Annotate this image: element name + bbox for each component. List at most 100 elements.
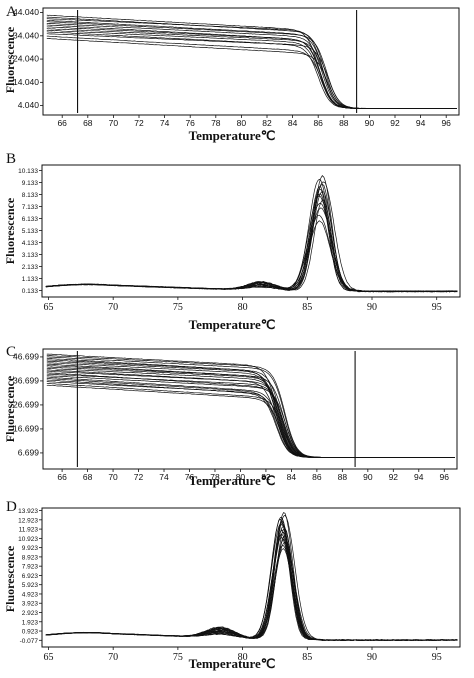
x-tick-label: 84 — [288, 118, 298, 128]
melt-curve-series — [46, 359, 456, 459]
x-tick-label: 95 — [432, 302, 442, 313]
y-tick-label: 26.699 — [13, 399, 39, 409]
x-tick-label: 76 — [185, 472, 195, 482]
y-tick-label: 24.040 — [13, 54, 39, 64]
melt-curve-series — [45, 188, 458, 293]
plot-frame — [41, 164, 461, 298]
y-tick-label: 13.923 — [18, 508, 38, 515]
x-tick-label: 80 — [238, 302, 248, 313]
melt-curve-series — [45, 531, 458, 641]
melt-curve-series — [46, 38, 457, 109]
melt-curve-series — [45, 186, 458, 293]
melt-curve-series — [46, 353, 456, 459]
melt-curve-series — [45, 199, 458, 293]
y-axis-label: Fluorescence — [3, 197, 17, 264]
melt-curve-series — [45, 195, 458, 293]
melt-curve-series — [45, 533, 458, 641]
x-tick-label: 74 — [159, 472, 169, 482]
y-tick-label: 36.699 — [13, 375, 39, 385]
y-tick-label: 44.040 — [13, 7, 39, 17]
y-tick-label: 4.133 — [22, 240, 39, 247]
y-tick-label: 6.133 — [22, 216, 39, 223]
x-tick-label: 90 — [365, 118, 375, 128]
melt-curve-series — [46, 16, 458, 110]
melt-curve-series — [45, 512, 458, 641]
x-tick-label: 72 — [134, 472, 144, 482]
x-tick-label: 66 — [57, 472, 67, 482]
x-tick-label: 82 — [261, 472, 271, 482]
melt-curve-series — [46, 19, 458, 110]
x-tick-label: 75 — [173, 302, 183, 313]
melt-curve-series — [45, 545, 458, 641]
melt-curve-series — [46, 381, 456, 459]
y-axis-label: Fluorescence — [3, 26, 17, 93]
y-tick-label: 46.699 — [13, 351, 39, 361]
y-tick-label: 11.923 — [19, 527, 39, 534]
melt-curve-series — [45, 525, 458, 641]
x-tick-label: 90 — [367, 302, 377, 313]
x-tick-label: 70 — [108, 652, 118, 663]
x-tick-label: 72 — [134, 118, 144, 128]
melt-curve-series — [45, 193, 458, 293]
melt-curve-series — [46, 31, 458, 110]
x-tick-label: 65 — [43, 302, 53, 313]
y-axis-label: Fluorescence — [3, 545, 17, 612]
x-tick-label: 70 — [108, 472, 118, 482]
y-tick-label: 10.923 — [18, 536, 38, 543]
x-tick-label: 96 — [441, 118, 451, 128]
chart-panel-a: A 66 68 70 72 74 76 78 80 82 84 86 88 90 92 94 96 4.040 14… — [3, 4, 460, 143]
x-tick-label: 95 — [432, 652, 442, 663]
x-tick-label: 80 — [237, 118, 247, 128]
x-tick-label: 85 — [302, 302, 312, 313]
x-tick-label: 80 — [238, 652, 248, 663]
panel-letter: C — [6, 344, 16, 360]
melt-curve-series — [46, 35, 458, 110]
y-tick-label: 9.133 — [22, 180, 39, 187]
melt-curve-series — [46, 373, 455, 458]
y-tick-label: 3.923 — [22, 601, 39, 608]
x-tick-label: 86 — [312, 472, 322, 482]
x-axis-label: Temperature℃ — [189, 473, 276, 488]
y-tick-label: 14.040 — [13, 77, 39, 87]
y-tick-label: 9.923 — [22, 545, 39, 552]
y-tick-label: 5.133 — [22, 228, 39, 235]
x-tick-label: 78 — [211, 118, 221, 128]
melt-curve-series — [46, 382, 455, 459]
melt-curve-series — [45, 207, 458, 293]
x-tick-label: 70 — [109, 118, 119, 128]
melt-curve-series — [46, 360, 456, 459]
y-tick-label: 8.923 — [22, 554, 39, 561]
y-tick-label: 6.699 — [18, 447, 40, 457]
y-tick-label: 5.923 — [22, 582, 39, 589]
melt-curve-series — [45, 191, 458, 293]
x-tick-label: 68 — [83, 118, 93, 128]
melt-curve-series — [45, 220, 458, 293]
x-tick-label: 90 — [363, 472, 373, 482]
panel-letter: D — [6, 499, 17, 515]
melt-curve-series — [45, 548, 458, 641]
x-tick-label: 86 — [313, 118, 323, 128]
x-tick-label: 66 — [57, 118, 67, 128]
y-tick-label: 1.923 — [22, 619, 39, 626]
x-tick-label: 94 — [414, 472, 424, 482]
y-tick-label: 4.040 — [18, 100, 40, 110]
y-tick-label: 34.040 — [13, 30, 39, 40]
melt-curve-series — [46, 369, 456, 459]
panel-letter: A — [6, 4, 17, 20]
melt-curve-series — [45, 518, 458, 641]
melt-curve-series — [45, 514, 458, 641]
melt-curve-series — [45, 535, 458, 641]
y-tick-label: 16.699 — [13, 423, 39, 433]
x-tick-label: 78 — [210, 472, 220, 482]
melt-curve-series — [46, 24, 458, 110]
melt-curve-series — [45, 214, 458, 293]
y-tick-label: 12.923 — [18, 517, 38, 524]
x-axis-label: Temperature℃ — [189, 656, 276, 671]
melt-curve-series — [46, 14, 458, 110]
melt-curve-series — [45, 517, 458, 641]
y-tick-label: 0.133 — [22, 288, 39, 295]
panel-letter: B — [6, 151, 16, 167]
y-axis-label: Fluorescence — [3, 375, 17, 442]
x-tick-label: 90 — [367, 652, 377, 663]
melt-curve-series — [46, 366, 456, 459]
